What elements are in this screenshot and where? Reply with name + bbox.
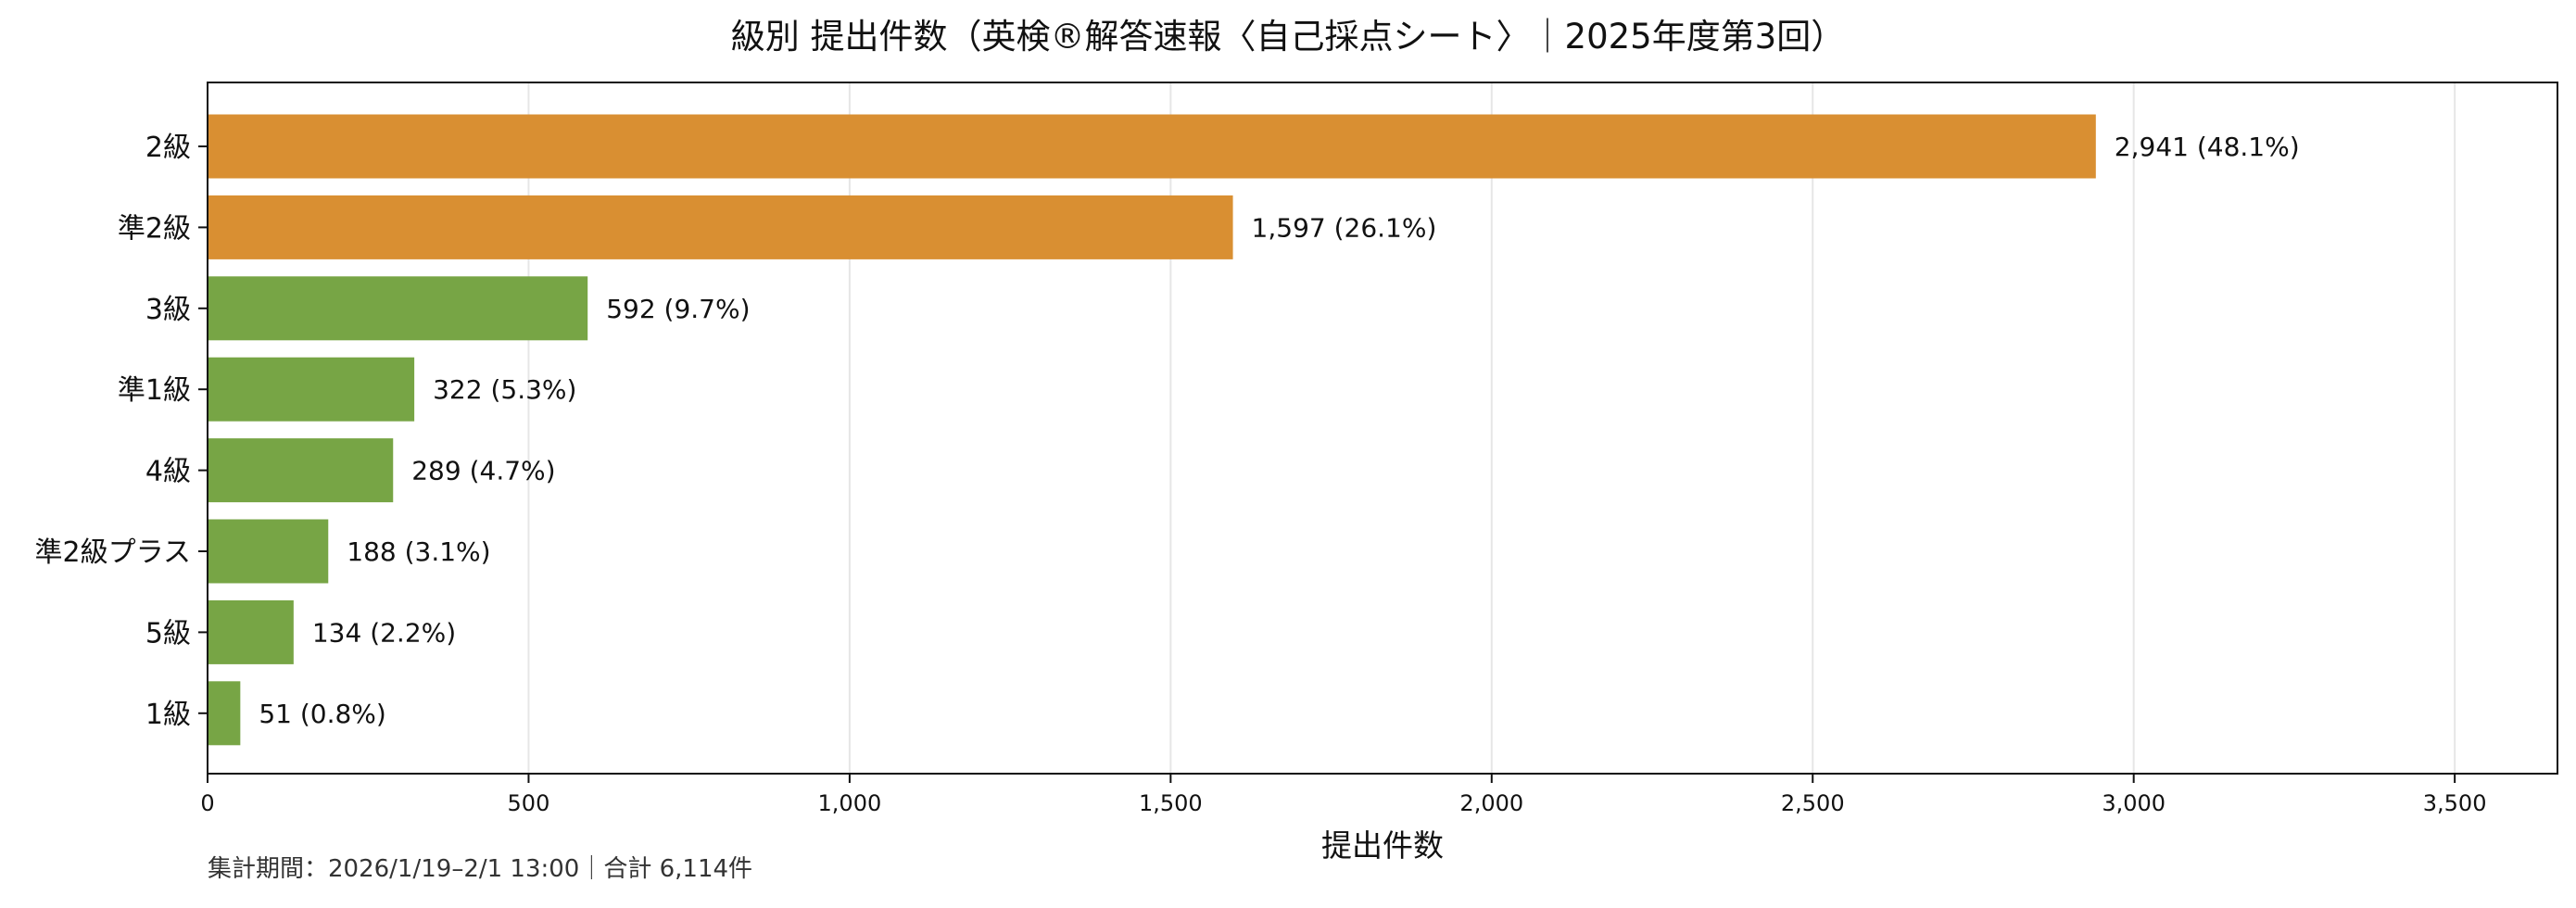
y-tick-label: 準2級プラス bbox=[35, 536, 192, 569]
chart-title: 級別 提出件数（英検®解答速報〈自己採点シート〉｜2025年度第3回） bbox=[731, 17, 1845, 57]
y-tick-label: 1級 bbox=[145, 699, 191, 731]
data-label: 2,941 (48.1%) bbox=[2115, 132, 2300, 162]
y-tick-label: 準1級 bbox=[118, 374, 191, 407]
data-label: 322 (5.3%) bbox=[433, 374, 576, 405]
bar bbox=[208, 519, 329, 584]
x-axis-label: 提出件数 bbox=[1321, 827, 1444, 864]
y-tick-label: 2級 bbox=[145, 132, 191, 164]
x-tick-label: 500 bbox=[508, 790, 550, 816]
data-label: 289 (4.7%) bbox=[411, 456, 555, 486]
y-tick-label: 4級 bbox=[145, 456, 191, 488]
bar bbox=[208, 599, 294, 664]
y-tick-label: 準2級 bbox=[118, 212, 191, 245]
y-tick-label: 3級 bbox=[145, 294, 191, 326]
x-tick-label: 1,000 bbox=[818, 790, 882, 816]
bar bbox=[208, 681, 241, 746]
bar bbox=[208, 195, 1233, 259]
data-label: 592 (9.7%) bbox=[606, 294, 750, 324]
x-tick-label: 2,500 bbox=[1781, 790, 1845, 816]
data-label: 1,597 (26.1%) bbox=[1252, 212, 1437, 243]
x-axis: 0 500 1,000 1,500 2,000 2,500 3,000 3,500 bbox=[200, 774, 2486, 816]
data-label: 51 (0.8%) bbox=[259, 699, 386, 729]
bar bbox=[208, 438, 394, 503]
bar bbox=[208, 114, 2096, 179]
bars bbox=[208, 114, 2096, 746]
x-tick-label: 3,500 bbox=[2423, 790, 2487, 816]
data-label: 188 (3.1%) bbox=[347, 536, 490, 567]
x-tick-label: 1,500 bbox=[1139, 790, 1203, 816]
x-tick-label: 3,000 bbox=[2102, 790, 2166, 816]
bar bbox=[208, 276, 588, 341]
x-tick-label: 2,000 bbox=[1459, 790, 1523, 816]
y-tick-label: 5級 bbox=[145, 617, 191, 649]
data-label: 134 (2.2%) bbox=[312, 617, 456, 648]
value-labels: 2,941 (48.1%) 1,597 (26.1%) 592 (9.7%) 322 … bbox=[259, 132, 2299, 729]
footnote: 集計期間：2026/1/19–2/1 13:00｜合計 6,114件 bbox=[208, 855, 752, 883]
x-tick-label: 0 bbox=[200, 790, 214, 816]
plot-frame bbox=[207, 82, 2558, 775]
bar bbox=[208, 357, 415, 422]
